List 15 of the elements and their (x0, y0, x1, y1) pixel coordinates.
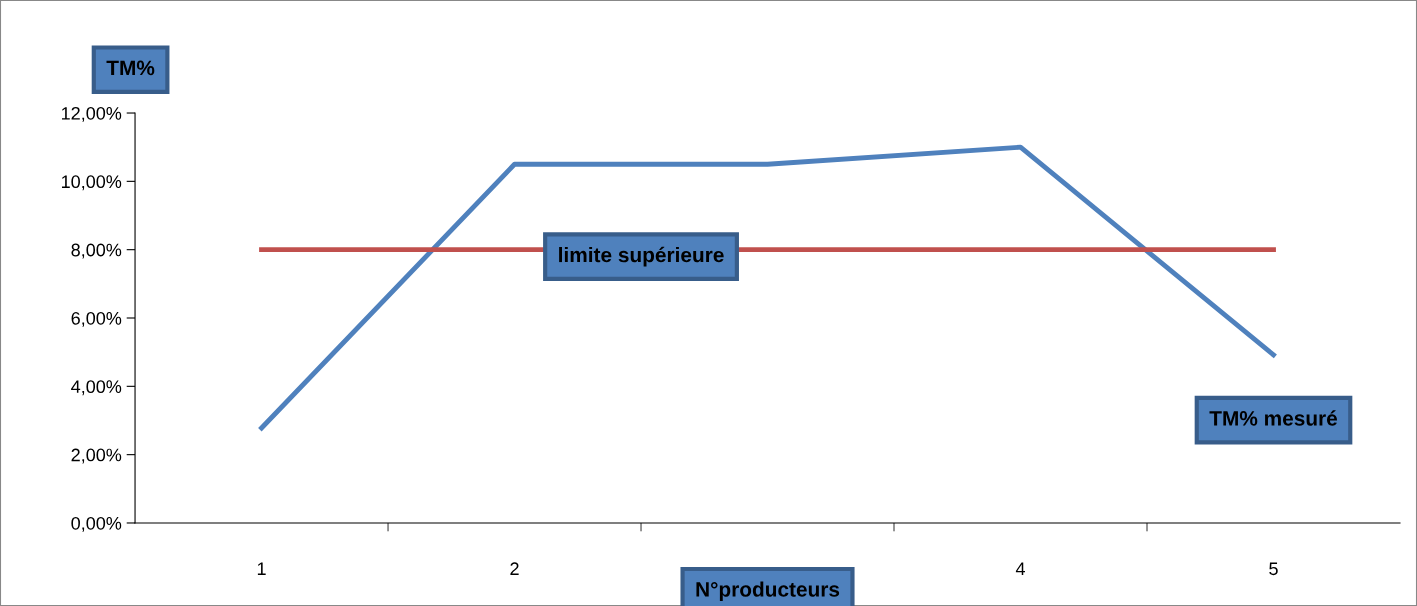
y-tick-label: 10,00% (61, 175, 122, 191)
y-tick-label: 8,00% (71, 243, 122, 259)
x-tick-label: 4 (1015, 562, 1025, 575)
x-axis-title: N°producteurs (696, 581, 840, 601)
y-tick-label: 12,00% (61, 106, 122, 122)
y-tick-label: 4,00% (71, 380, 122, 396)
x-tick-label: 2 (510, 562, 519, 575)
y-tick-label: 6,00% (71, 311, 122, 327)
y-tick-label: 2,00% (71, 448, 122, 464)
x-tick-label: 5 (1269, 562, 1278, 576)
x-tick-label: 1 (257, 562, 266, 575)
y-tick-label: 0,00% (71, 516, 122, 532)
series-label: limite supérieure (559, 246, 724, 267)
y-axis-title: TM% (106, 60, 155, 76)
text: TM% mesuré (1209, 410, 1338, 426)
